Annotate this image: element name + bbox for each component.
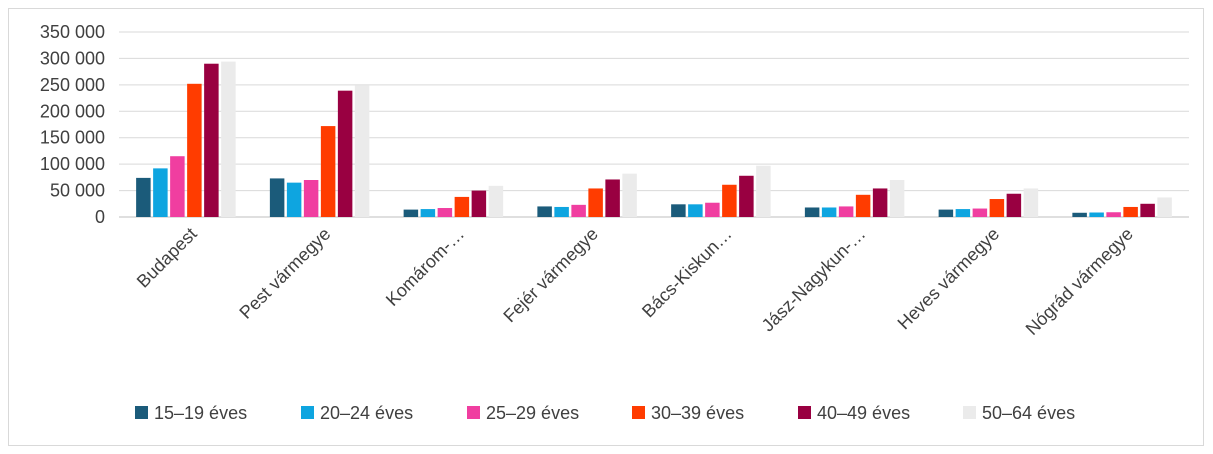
bar xyxy=(1006,193,1022,217)
y-tick-label: 0 xyxy=(95,207,105,227)
y-tick-label: 100 000 xyxy=(40,154,105,174)
x-tick-label: Heves vármegye xyxy=(894,224,1004,334)
bar xyxy=(286,182,302,217)
bar xyxy=(571,204,586,217)
bar xyxy=(1023,188,1039,217)
legend-label: 25–29 éves xyxy=(486,403,579,423)
bar xyxy=(739,175,754,217)
bar xyxy=(1123,206,1138,217)
bar xyxy=(136,177,151,217)
bar xyxy=(821,207,837,217)
x-tick-label: Pest vármegye xyxy=(235,224,334,323)
legend-swatch xyxy=(798,406,811,419)
bar xyxy=(722,184,737,217)
x-tick-label: Bács-Kiskun… xyxy=(638,224,736,322)
bar xyxy=(1089,212,1104,217)
legend-swatch xyxy=(632,406,645,419)
bar xyxy=(153,168,168,217)
grouped-bar-chart: 0 50 000 100 000 150 000 200 000 250 000 300 0… xyxy=(40,22,1189,423)
legend-label: 40–49 éves xyxy=(817,403,910,423)
bar xyxy=(804,207,820,217)
bar xyxy=(622,173,637,217)
legend-swatch xyxy=(135,406,148,419)
y-tick-label: 250 000 xyxy=(40,75,105,95)
bar xyxy=(320,126,336,217)
x-tick-label: Budapest xyxy=(133,224,201,292)
y-axis-labels: 0 50 000 100 000 150 000 200 000 250 000 300 0… xyxy=(40,22,105,227)
legend-swatch xyxy=(467,406,480,419)
y-tick-label: 300 000 xyxy=(40,48,105,68)
bar xyxy=(204,63,219,217)
legend-label: 50–64 éves xyxy=(982,403,1075,423)
bar xyxy=(989,199,1005,217)
y-tick-label: 200 000 xyxy=(40,101,105,121)
bar xyxy=(303,180,319,217)
bar xyxy=(554,206,569,217)
legend-swatch xyxy=(963,406,976,419)
bar xyxy=(420,209,436,217)
bar xyxy=(955,209,971,217)
x-axis: Budapest Pest vármegye Komárom-… Fejér várm… xyxy=(133,224,1137,339)
bar xyxy=(756,165,771,217)
legend-label: 15–19 éves xyxy=(154,403,247,423)
bar xyxy=(1140,203,1155,217)
bar xyxy=(972,208,988,217)
bar xyxy=(889,180,905,217)
y-tick-label: 350 000 xyxy=(40,22,105,42)
bar xyxy=(1157,197,1172,217)
bar xyxy=(938,209,954,217)
x-tick-label: Jász-Nagykun-… xyxy=(758,224,870,336)
bar xyxy=(269,178,285,217)
bar xyxy=(187,83,202,217)
bar xyxy=(671,204,686,217)
bar xyxy=(170,156,185,217)
bar xyxy=(537,206,552,217)
chart-frame: 0 50 000 100 000 150 000 200 000 250 000 300 0… xyxy=(8,8,1204,446)
bar xyxy=(1106,212,1121,217)
bar xyxy=(403,209,419,217)
bar xyxy=(588,188,603,217)
bar xyxy=(437,208,453,217)
bar xyxy=(354,85,370,217)
bar xyxy=(471,190,487,217)
bar xyxy=(688,204,703,217)
x-tick-label: Komárom-… xyxy=(382,224,468,310)
legend-label: 30–39 éves xyxy=(651,403,744,423)
bar xyxy=(488,185,504,217)
bars xyxy=(136,61,1172,217)
bar xyxy=(838,206,854,217)
y-tick-label: 50 000 xyxy=(50,181,105,201)
legend-swatch xyxy=(301,406,314,419)
bar xyxy=(855,194,871,217)
bar xyxy=(221,61,236,217)
bar xyxy=(1072,212,1087,217)
legend: 15–19 éves 20–24 éves 25–29 éves 30–39 éves… xyxy=(135,403,1075,423)
bar xyxy=(872,188,888,217)
x-tick-label: Nógrád vármegye xyxy=(1022,224,1137,339)
bar xyxy=(454,196,470,217)
bar xyxy=(705,202,720,217)
y-tick-label: 150 000 xyxy=(40,128,105,148)
bar xyxy=(337,90,353,217)
bar xyxy=(605,179,620,217)
x-tick-label: Fejér vármegye xyxy=(499,224,602,327)
legend-label: 20–24 éves xyxy=(320,403,413,423)
